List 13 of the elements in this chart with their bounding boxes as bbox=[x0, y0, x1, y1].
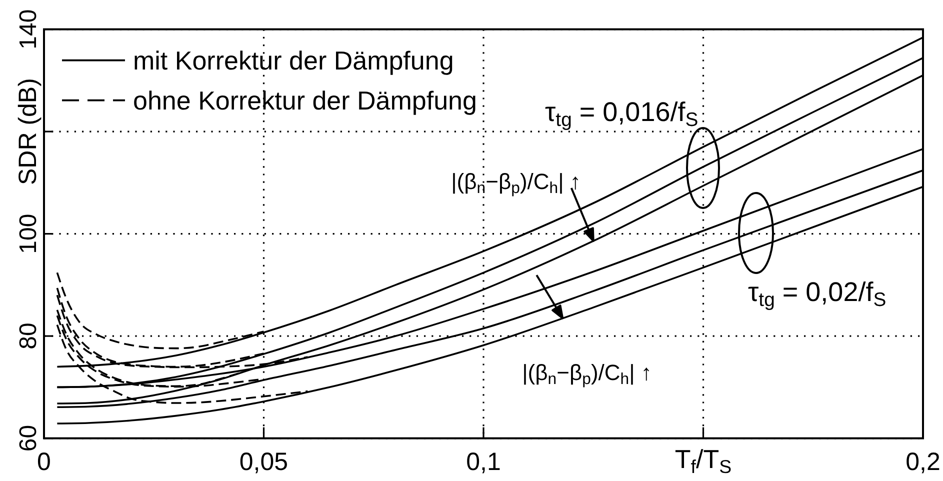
annotation: |(β$_{n}$−β$_{p}$)/C$_{h}$| ↑ bbox=[522, 360, 652, 388]
x-tick-label: 0,2 bbox=[906, 448, 940, 476]
x-tick-label: 0,05 bbox=[239, 448, 288, 476]
y-tick-label: 80 bbox=[15, 322, 42, 350]
legend-label: ohne Korrektur der Dämpfung bbox=[133, 85, 477, 116]
y-axis-title: SDR (dB) bbox=[14, 78, 42, 186]
y-tick-label: 140 bbox=[15, 9, 42, 50]
y-tick-label: 100 bbox=[15, 214, 42, 254]
annotation: τ$_{tg}$ = 0,016/f$_{S}$ bbox=[545, 97, 698, 132]
annotation: τ$_{tg}$ = 0,02/f$_{S}$ bbox=[748, 277, 886, 312]
legend-label: mit Korrektur der Dämpfung bbox=[133, 45, 454, 76]
x-axis-title: T$_{f}$/T$_{S}$ bbox=[674, 444, 732, 478]
x-tick-label: 0,1 bbox=[466, 448, 501, 476]
